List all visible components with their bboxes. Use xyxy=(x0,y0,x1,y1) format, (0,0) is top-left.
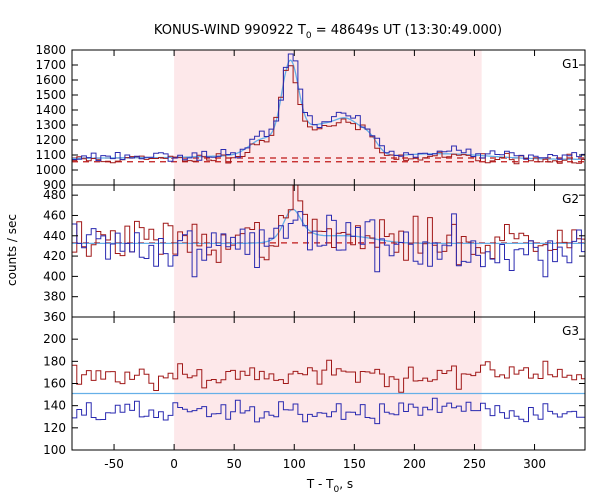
x-tick-label: 150 xyxy=(343,457,366,471)
y-tick-label-g1: 1700 xyxy=(35,58,66,72)
y-axis-title: counts / sec xyxy=(5,214,19,286)
y-tick-label-g1: 1600 xyxy=(35,73,66,87)
y-tick-label-g1: 1300 xyxy=(35,118,66,132)
y-tick-label-g1: 1100 xyxy=(35,148,66,162)
y-tick-label-g2: 380 xyxy=(43,290,66,304)
y-tick-label-g3: 100 xyxy=(43,443,66,457)
y-tick-label-g2: 400 xyxy=(43,269,66,283)
y-tick-label-g2: 420 xyxy=(43,249,66,263)
x-axis-title: T - T0, s xyxy=(306,477,353,495)
x-tick-label: -50 xyxy=(104,457,124,471)
lightcurve-blue-g1 xyxy=(72,53,585,162)
highlight-interval-g2 xyxy=(174,185,482,317)
lightcurve-red-g3 xyxy=(72,359,585,393)
y-tick-label-g2: 440 xyxy=(43,229,66,243)
x-tick-label: 300 xyxy=(523,457,546,471)
highlight-interval-g1 xyxy=(174,50,482,185)
background-level-layer xyxy=(72,157,585,244)
panel-label-g2: G2 xyxy=(562,192,579,206)
lightcurve-red-g1 xyxy=(72,65,585,165)
panel-label-g1: G1 xyxy=(562,57,579,71)
y-tick-label-g3: 140 xyxy=(43,399,66,413)
highlight-layer xyxy=(174,50,482,450)
y-tick-label-g3: 200 xyxy=(43,332,66,346)
x-tick-label: 0 xyxy=(170,457,178,471)
y-tick-label-g1: 900 xyxy=(43,178,66,192)
lightcurve-blue-g3 xyxy=(72,397,585,425)
x-tick-label: 250 xyxy=(463,457,486,471)
highlight-interval-g3 xyxy=(174,317,482,450)
chart-title: KONUS-WIND 990922 T0 = 48649s UT (13:30:… xyxy=(154,23,502,41)
series-layer xyxy=(72,53,585,425)
y-tick-label-g2: 480 xyxy=(43,188,66,202)
y-tick-label-g2: 460 xyxy=(43,208,66,222)
x-tick-label: 200 xyxy=(403,457,426,471)
y-tick-label-g1: 1800 xyxy=(35,43,66,57)
axis-layer: 900100011001200130014001500160017001800G… xyxy=(35,43,586,471)
y-tick-label-g3: 180 xyxy=(43,354,66,368)
y-tick-label-g1: 1500 xyxy=(35,88,66,102)
y-tick-label-g1: 1000 xyxy=(35,163,66,177)
y-tick-label-g3: 160 xyxy=(43,377,66,391)
y-tick-label-g2: 360 xyxy=(43,310,66,324)
panel-label-g3: G3 xyxy=(562,324,579,338)
model-curve-g2 xyxy=(72,208,585,245)
y-tick-label-g1: 1400 xyxy=(35,103,66,117)
lightcurve-blue-g2 xyxy=(72,211,585,278)
x-tick-label: 50 xyxy=(227,457,242,471)
y-tick-label-g3: 120 xyxy=(43,421,66,435)
y-tick-label-g1: 1200 xyxy=(35,133,66,147)
x-tick-label: 100 xyxy=(283,457,306,471)
